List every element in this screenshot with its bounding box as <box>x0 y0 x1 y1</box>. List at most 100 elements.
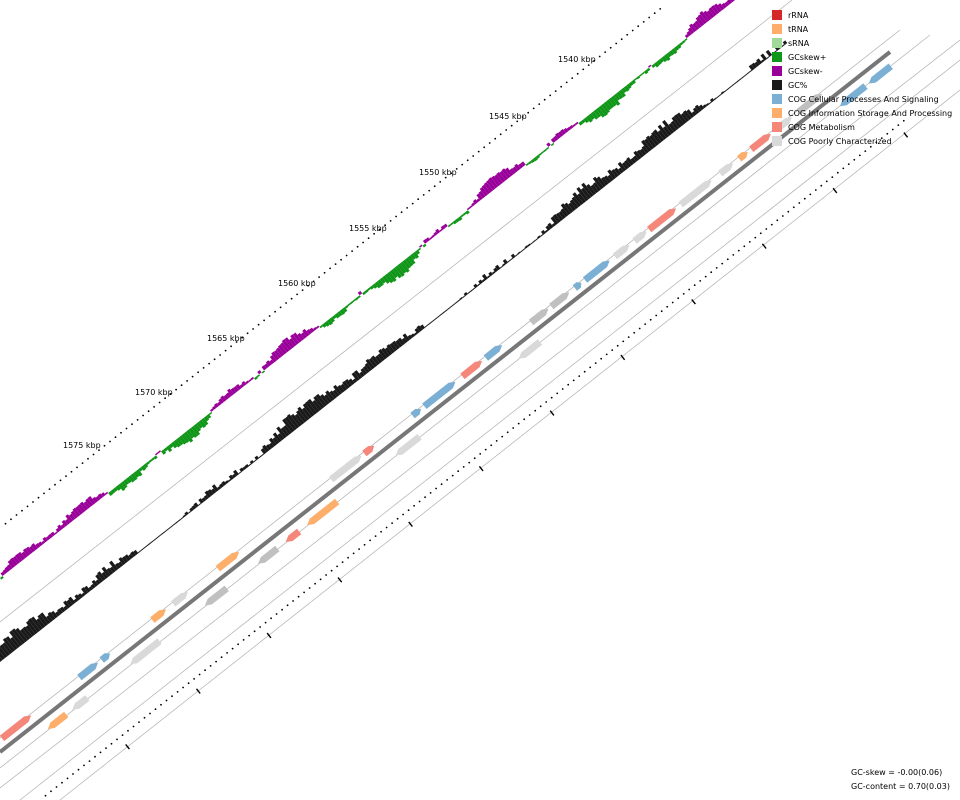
scale-dot <box>517 422 520 425</box>
gc-content-bar <box>592 176 604 190</box>
gc-content-bar <box>551 222 556 227</box>
gc-content-bar <box>603 175 612 184</box>
gc-content-bar <box>133 549 139 556</box>
scale-dot <box>237 643 240 646</box>
scale-dot <box>325 574 327 576</box>
gc-skew-positive <box>357 290 363 296</box>
gc-content-bar <box>152 538 156 542</box>
gc-content-bar <box>698 104 705 111</box>
gc-skew-negative <box>389 269 398 279</box>
gc-content-bar <box>368 357 378 368</box>
gc-content-bar <box>657 124 670 138</box>
gc-content-bar <box>386 344 395 354</box>
scale-dot <box>347 556 349 559</box>
gene-arrow <box>632 231 647 244</box>
gc-skew-positive <box>724 1 730 7</box>
gc-skew-negative <box>603 101 612 111</box>
gc-skew-negative <box>140 465 147 471</box>
gc-content-bar <box>227 478 232 483</box>
gc-content-bar <box>272 432 282 443</box>
scale-dot <box>549 94 552 97</box>
gc-skew-positive <box>75 506 84 515</box>
guide-line <box>0 0 793 623</box>
gc-skew-positive <box>280 342 290 353</box>
gc-skew-positive <box>425 237 431 242</box>
gc-skew-negative <box>608 97 617 107</box>
scale-dot <box>92 453 95 456</box>
scale-dot <box>600 357 603 360</box>
scale-dot <box>330 569 333 572</box>
gc-skew-negative <box>591 111 599 120</box>
gc-content-bar <box>28 618 41 633</box>
gc-skew-positive <box>557 131 564 137</box>
scale-dot <box>77 768 80 771</box>
scale-dot <box>455 168 458 170</box>
gc-skew-positive <box>265 360 272 367</box>
gc-skew-positive <box>2 569 8 575</box>
gc-skew-positive <box>29 545 36 553</box>
scale-dot <box>726 258 729 261</box>
scale-dot <box>182 686 185 689</box>
scale-dot <box>176 691 179 693</box>
gc-skew-positive <box>302 328 310 337</box>
scale-dot <box>462 466 465 468</box>
gc-skew-positive <box>233 386 239 393</box>
scale-label-1555: 1555 kbp <box>349 224 387 233</box>
gc-content-bar <box>277 433 285 441</box>
gc-skew-negative <box>636 75 641 80</box>
gc-skew-positive <box>297 332 305 341</box>
gc-skew-positive <box>220 395 227 402</box>
gc-content-bar <box>2 642 13 655</box>
scale-dot <box>252 328 255 330</box>
gc-content-bar <box>686 109 695 119</box>
gc-content-bar <box>39 612 51 625</box>
gc-content-bar <box>377 353 385 362</box>
gc-skew-negative <box>653 61 660 68</box>
gc-content-bar <box>590 184 599 194</box>
scale-dot <box>171 695 173 698</box>
gc-skew-positive <box>273 349 282 359</box>
scale-dot <box>132 725 135 728</box>
gc-content-bar <box>381 347 390 358</box>
gc-content-bar <box>477 283 481 287</box>
gc-skew-positive <box>483 182 493 193</box>
gc-skew-negative <box>372 283 378 289</box>
gc-skew-positive <box>83 501 91 509</box>
gc-content-bar <box>81 592 86 597</box>
gc-content-bar <box>540 234 544 237</box>
gc-skew-positive <box>79 501 89 511</box>
gc-skew-positive <box>488 177 499 189</box>
scale-dot <box>274 310 276 313</box>
gc-content-bar <box>716 95 720 99</box>
scale-dot <box>484 448 487 451</box>
scale-dot <box>356 245 359 248</box>
gc-skew-negative <box>163 447 168 452</box>
gc-skew-negative <box>646 67 651 72</box>
scale-dot <box>169 393 172 395</box>
gc-skew-negative <box>540 150 545 154</box>
scale-dot <box>770 223 773 226</box>
gc-skew-positive <box>95 495 101 501</box>
scale-dot <box>143 716 146 719</box>
gc-skew-positive <box>97 493 104 499</box>
gc-content-bar <box>378 349 388 360</box>
scale-dot <box>191 375 194 378</box>
scale-dot <box>110 742 113 745</box>
scale-dot <box>622 340 625 343</box>
scale-dot <box>226 652 229 654</box>
gc-content-bar <box>614 167 622 176</box>
gc-content-bar <box>720 91 725 95</box>
gc-content-bar <box>743 73 748 77</box>
scale-dot <box>721 262 724 265</box>
gc-content-bar <box>180 516 184 520</box>
scale-dot <box>444 176 447 179</box>
gc-skew-negative <box>628 81 634 87</box>
gc-content-bar <box>260 448 267 455</box>
gc-skew-negative <box>621 87 627 94</box>
gc-skew-positive <box>250 376 255 381</box>
gc-content-bar <box>145 544 149 548</box>
gc-skew-positive <box>560 129 566 136</box>
gc-skew-positive <box>501 168 511 179</box>
scale-dot <box>186 380 189 382</box>
gc-skew-negative <box>110 489 116 494</box>
